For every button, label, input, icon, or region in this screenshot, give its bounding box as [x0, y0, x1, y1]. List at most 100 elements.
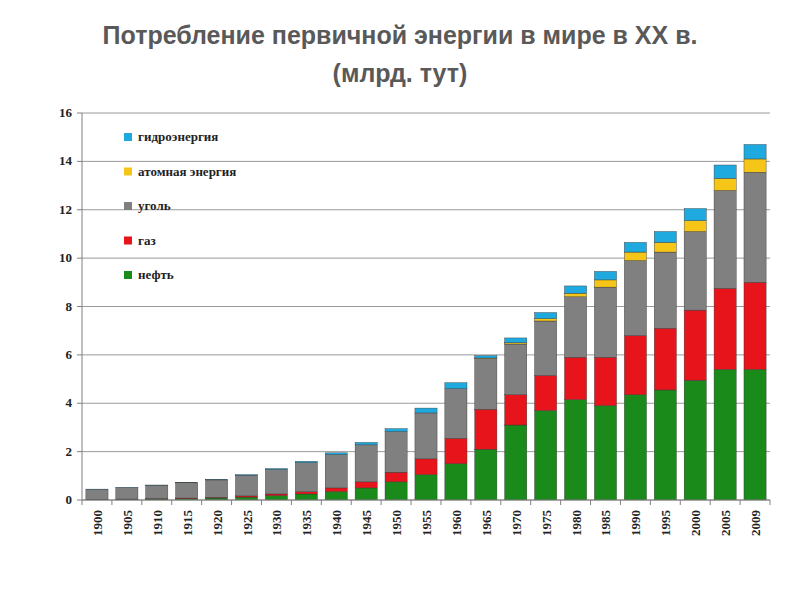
bar-segment — [594, 280, 616, 287]
bar-segment — [714, 178, 736, 190]
y-tick-label: 16 — [59, 105, 73, 120]
x-tick-label: 1975 — [539, 510, 554, 537]
x-tick-label: 2005 — [718, 510, 733, 537]
bar-segment — [594, 271, 616, 279]
y-tick — [77, 258, 82, 259]
x-tick — [500, 500, 501, 505]
y-tick — [77, 306, 82, 307]
bar-segment — [535, 313, 557, 319]
bar-segment — [564, 293, 586, 297]
x-tick — [530, 500, 531, 505]
x-tick — [291, 500, 292, 505]
x-tick-label: 1935 — [299, 510, 314, 537]
bar-segment — [475, 356, 497, 358]
y-tick-label: 4 — [66, 395, 73, 410]
x-tick-label: 1905 — [120, 510, 135, 537]
x-tick-label: 2000 — [688, 510, 703, 536]
legend-label: газ — [138, 233, 156, 248]
bar-segment — [385, 429, 407, 432]
bar-segment — [684, 232, 706, 311]
bar-segment — [445, 389, 467, 439]
bar-segment — [684, 380, 706, 500]
bar-segment — [146, 485, 168, 486]
bar-segment — [295, 462, 317, 463]
x-tick-label: 2009 — [748, 510, 763, 537]
bar-segment — [445, 383, 467, 389]
bar-segment — [684, 221, 706, 232]
bar-segment — [206, 479, 228, 480]
legend-label: атомная энергия — [138, 164, 236, 179]
x-tick — [710, 500, 711, 505]
legend-swatch — [124, 168, 132, 176]
y-tick — [77, 403, 82, 404]
bar-segment — [415, 408, 437, 413]
bar-segment — [744, 144, 766, 159]
y-tick-label: 6 — [66, 347, 73, 362]
y-tick-label: 14 — [59, 153, 73, 168]
bar-segment — [624, 252, 646, 260]
x-tick — [201, 500, 202, 505]
bar-segment — [235, 475, 257, 496]
bar-segment — [624, 261, 646, 336]
x-tick — [231, 500, 232, 505]
x-tick-label: 1945 — [359, 510, 374, 537]
x-tick-label: 1920 — [210, 510, 225, 536]
x-tick — [82, 500, 83, 505]
bar-segment — [594, 357, 616, 405]
subtitle: (млрд. тут) — [333, 59, 468, 87]
x-tick-label: 1985 — [598, 510, 613, 537]
bar-segment — [714, 165, 736, 178]
x-tick — [171, 500, 172, 505]
bar-segment — [385, 432, 407, 473]
grid-line — [82, 500, 770, 501]
grid — [82, 113, 770, 500]
bar-segment — [116, 487, 138, 488]
background — [0, 0, 800, 600]
grid-line — [82, 209, 770, 210]
bar-segment — [325, 455, 347, 488]
bar-segment — [325, 492, 347, 500]
bar-segment — [116, 488, 138, 499]
legend-swatch — [124, 237, 132, 245]
x-tick-label: 1990 — [628, 510, 643, 536]
x-tick-label: 1915 — [180, 510, 195, 537]
bar-segment — [714, 288, 736, 369]
x-tick-label: 1925 — [240, 510, 255, 537]
x-tick — [440, 500, 441, 505]
x-tick — [470, 500, 471, 505]
y-tick — [77, 354, 82, 355]
y-tick-label: 8 — [66, 299, 73, 314]
bars — [86, 144, 766, 500]
x-tick — [680, 500, 681, 505]
y-tick — [77, 113, 82, 114]
x-tick-label: 1995 — [658, 510, 673, 537]
bar-segment — [176, 482, 198, 483]
bar-segment — [475, 409, 497, 449]
bar-segment — [295, 494, 317, 500]
bar-segment — [624, 395, 646, 500]
title: Потребление первичной энергии в мире в X… — [103, 21, 698, 49]
bar-segment — [654, 328, 676, 390]
x-tick — [411, 500, 412, 505]
bar-segment — [624, 242, 646, 252]
bar-segment — [415, 459, 437, 475]
x-tick — [650, 500, 651, 505]
x-tick — [141, 500, 142, 505]
legend: гидроэнергияатомная энергияугольгазнефть — [124, 129, 236, 282]
bar-segment — [744, 172, 766, 282]
bar-segment — [624, 336, 646, 395]
bar-segment — [415, 475, 437, 500]
bar-segment — [295, 492, 317, 494]
bar-segment — [116, 487, 138, 488]
x-tick — [590, 500, 591, 505]
bar-segment — [535, 319, 557, 321]
y-tick-label: 12 — [59, 202, 72, 217]
x-tick — [620, 500, 621, 505]
bar-segment — [86, 489, 108, 490]
bar-segment — [684, 310, 706, 380]
bar-segment — [385, 482, 407, 500]
bar-segment — [594, 406, 616, 500]
x-tick-label: 1940 — [329, 510, 344, 536]
bar-segment — [535, 321, 557, 375]
bar-segment — [415, 413, 437, 459]
